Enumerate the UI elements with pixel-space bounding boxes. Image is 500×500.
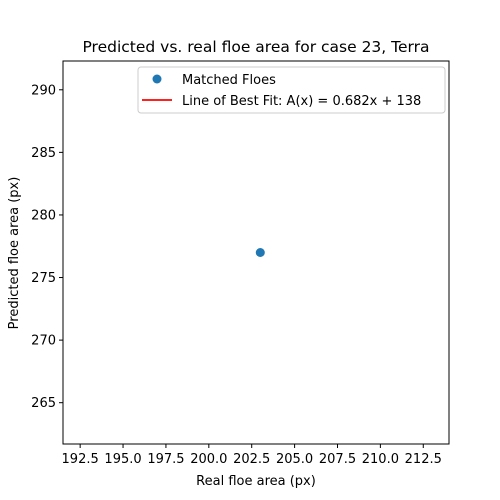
- y-tick-label: 275: [31, 271, 56, 286]
- legend-label-best-fit: Line of Best Fit: A(x) = 0.682x + 138: [182, 94, 421, 109]
- x-tick-label: 192.5: [62, 452, 99, 467]
- x-tick-label: 195.0: [104, 452, 141, 467]
- y-axis-label: Predicted floe area (px): [7, 177, 22, 330]
- x-tick-label: 197.5: [147, 452, 184, 467]
- x-tick-label: 210.0: [362, 452, 399, 467]
- y-tick-label: 290: [31, 83, 56, 98]
- x-tick-label: 207.5: [319, 452, 356, 467]
- x-axis-ticks: 192.5 195.0 197.5 200.0 202.5 205.0 207.5 210.0…: [62, 444, 442, 467]
- plot-frame: [62, 60, 450, 445]
- legend-frame: [137, 66, 446, 114]
- x-tick-label: 212.5: [405, 452, 442, 467]
- data-marks: [255, 248, 265, 257]
- legend: Matched Floes Line of Best Fit: A(x) = 0…: [137, 66, 446, 114]
- y-tick-label: 265: [31, 396, 56, 411]
- x-tick-label: 202.5: [233, 452, 270, 467]
- x-tick-label: 205.0: [276, 452, 313, 467]
- y-tick-label: 270: [31, 334, 56, 349]
- y-axis-ticks: 265 270 275 280 285 290: [31, 83, 63, 411]
- legend-marker-matched-floes: [152, 74, 162, 84]
- legend-label-matched-floes: Matched Floes: [182, 73, 276, 88]
- y-tick-label: 280: [31, 208, 56, 223]
- x-tick-label: 200.0: [190, 452, 227, 467]
- scatter-point: [255, 248, 265, 257]
- x-axis-label: Real floe area (px): [196, 474, 316, 489]
- chart-title: Predicted vs. real floe area for case 23…: [82, 38, 429, 56]
- y-tick-label: 285: [31, 146, 56, 161]
- plot-area: 192.5 195.0 197.5 200.0 202.5 205.0 207.5 210.0…: [31, 60, 450, 467]
